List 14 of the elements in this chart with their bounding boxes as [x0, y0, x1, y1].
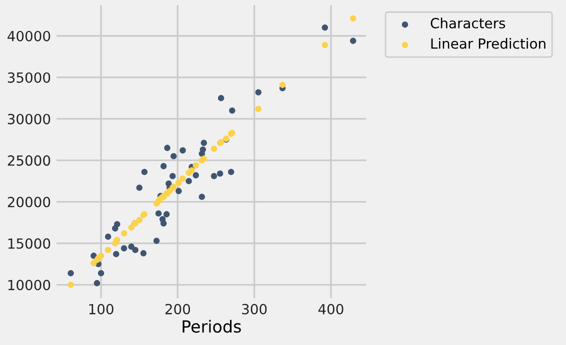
y-tick-label: 15000 [8, 238, 50, 249]
legend-label: Characters [430, 18, 506, 28]
y-tick-label: 25000 [8, 155, 50, 166]
x-tick-label: 300 [242, 304, 267, 314]
y-tick-label: 35000 [8, 72, 50, 83]
y-tick-label: 10000 [8, 280, 50, 290]
legend-label: Linear Prediction [431, 38, 546, 49]
x-tick-label: 400 [318, 304, 344, 314]
y-tick-label: 30000 [8, 114, 50, 124]
y-tick-label: 40000 [8, 30, 50, 42]
y-tick-label: 20000 [8, 196, 50, 208]
x-axis-title: Periods [182, 320, 241, 333]
x-tick-label: 200 [165, 304, 190, 314]
x-tick-label: 100 [89, 304, 114, 314]
